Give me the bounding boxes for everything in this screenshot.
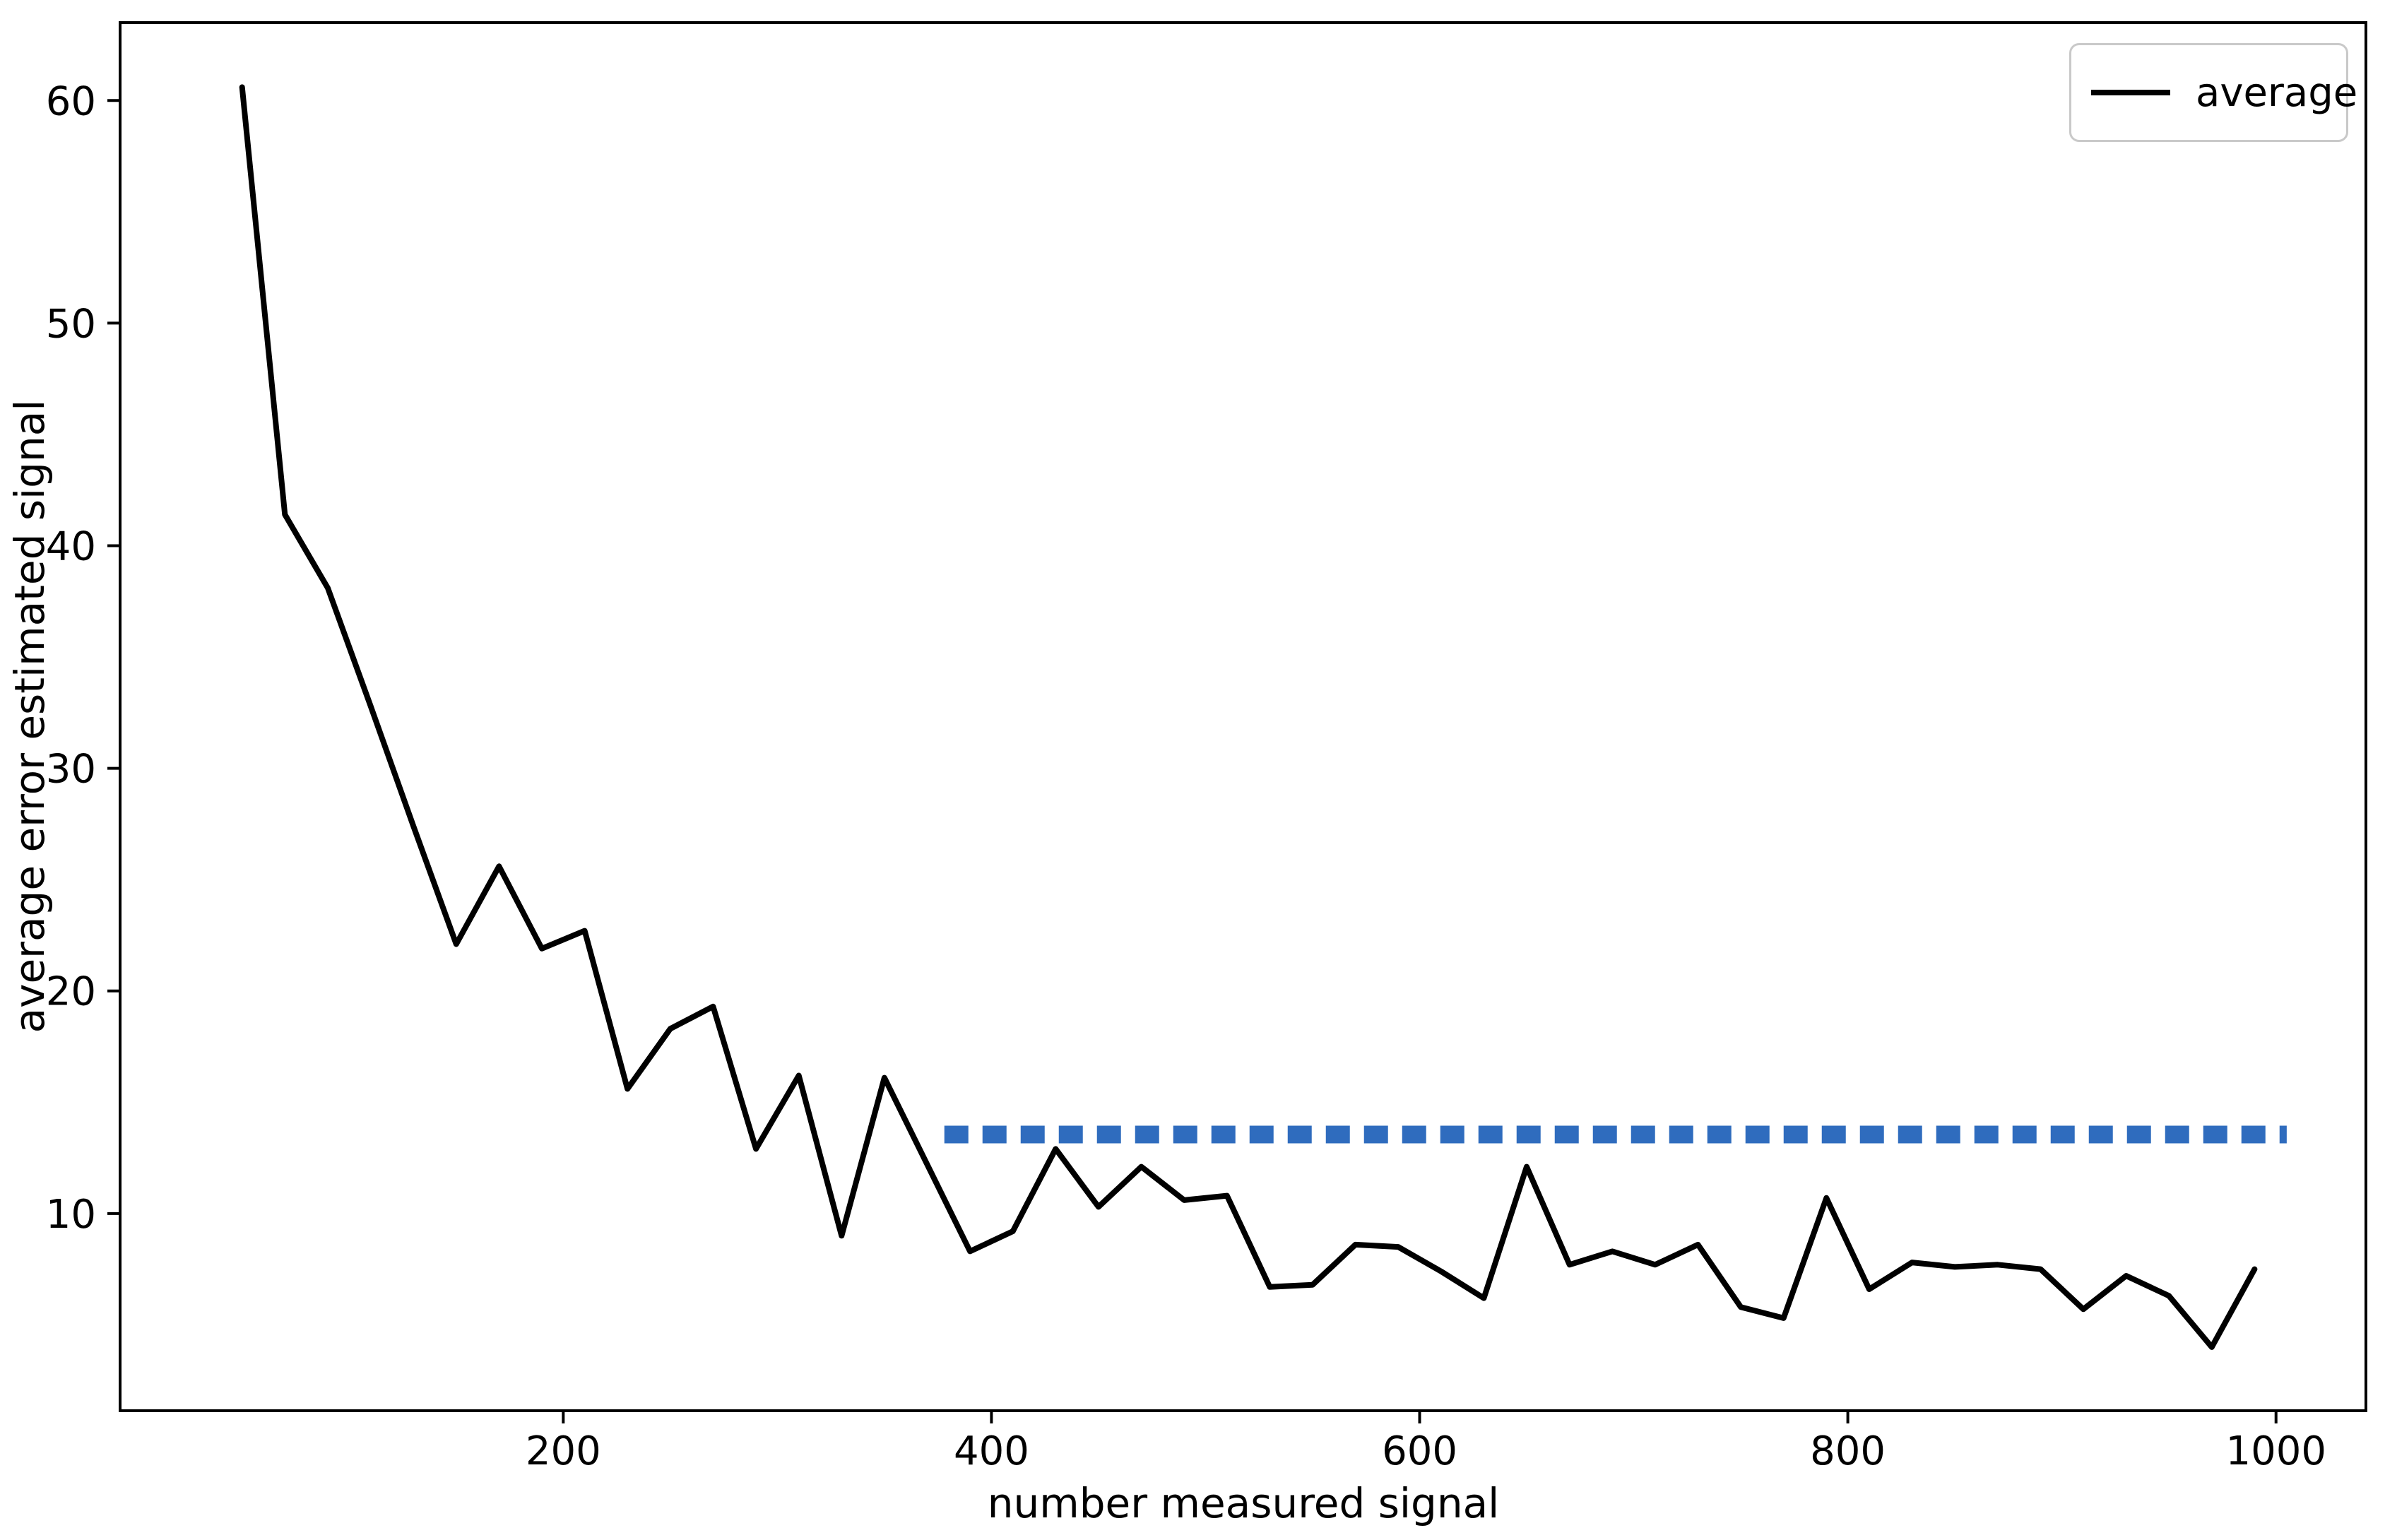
y-tick-label-30: 30 xyxy=(46,747,96,793)
y-tick-label-40: 40 xyxy=(46,523,96,569)
x-axis-label: number measured signal xyxy=(988,1479,1500,1527)
x-tick-label-1000: 1000 xyxy=(2225,1428,2326,1474)
legend-label-average: average xyxy=(2196,69,2358,116)
y-tick-label-10: 10 xyxy=(46,1192,96,1238)
y-axis-label: average error estimated signal xyxy=(6,400,54,1033)
y-tick-label-60: 60 xyxy=(46,78,96,124)
x-tick-label-400: 400 xyxy=(954,1428,1029,1474)
series-line-average xyxy=(239,84,2258,1350)
y-tick-label-50: 50 xyxy=(46,301,96,347)
legend-line-sample-average xyxy=(2091,90,2170,95)
x-tick-label-200: 200 xyxy=(526,1428,601,1474)
x-tick-label-800: 800 xyxy=(1810,1428,1886,1474)
x-tick-label-600: 600 xyxy=(1382,1428,1457,1474)
axes-spines xyxy=(119,21,2367,1412)
y-tick-label-20: 20 xyxy=(46,969,96,1015)
legend: average xyxy=(2069,43,2357,142)
